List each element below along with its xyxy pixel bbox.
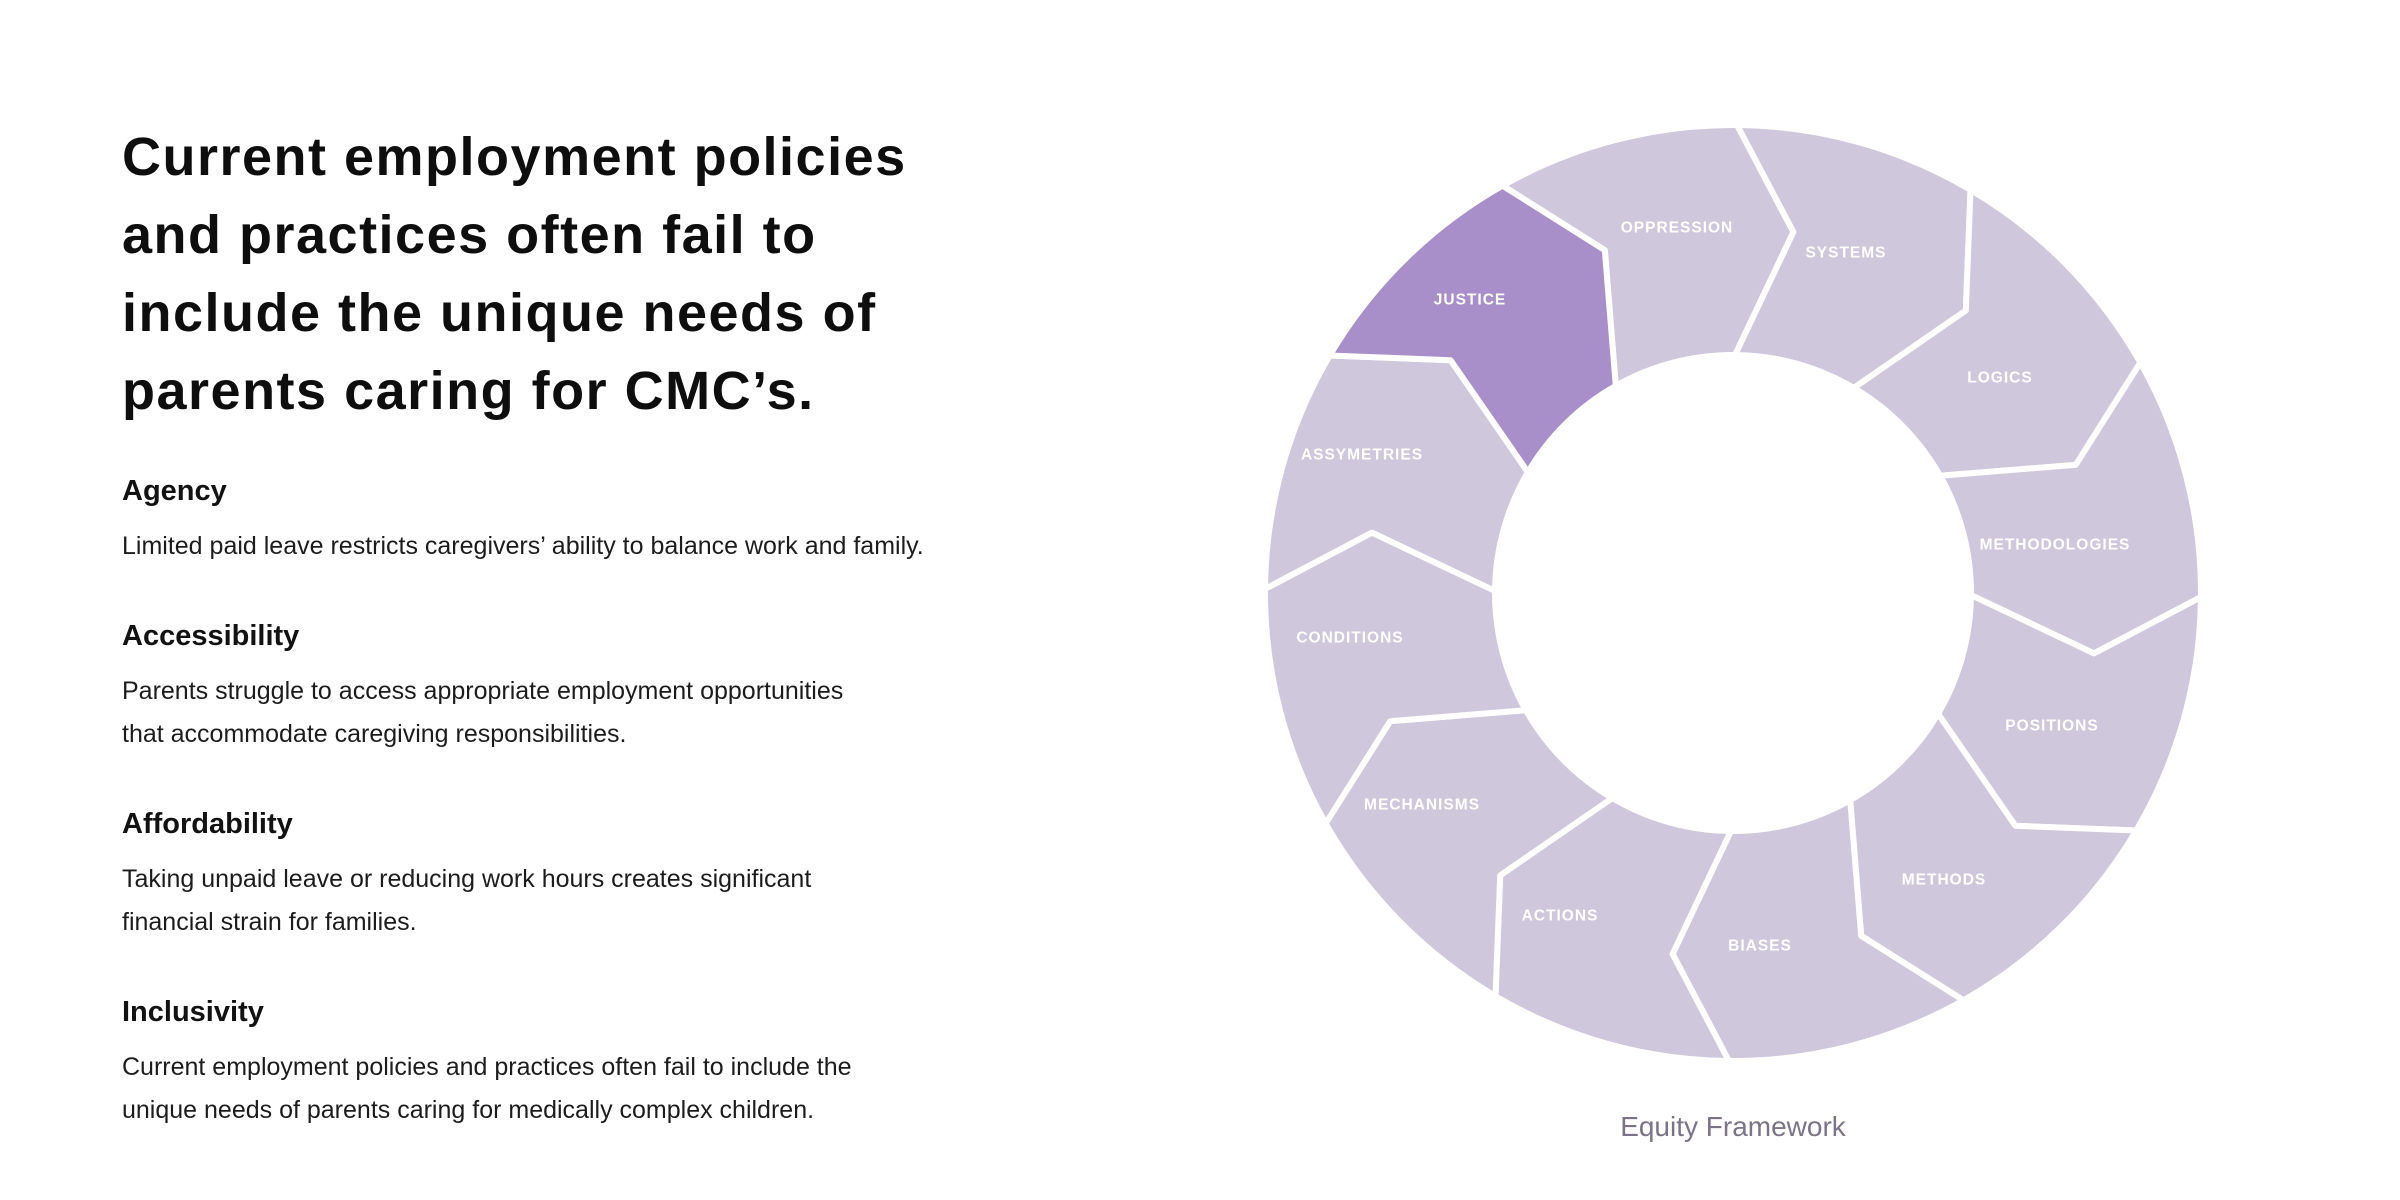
section-body: Parents struggle to access appropriate e… <box>122 677 844 748</box>
section-body: Limited paid leave restricts caregivers’… <box>122 532 924 560</box>
slide-title: Current employment policies and practice… <box>122 127 907 421</box>
section-inclusivity: Inclusivity Current employment policies … <box>122 994 1132 1132</box>
wheel-segment-justice <box>1326 182 1619 476</box>
diagram-caption: Equity Framework <box>1620 1111 1846 1142</box>
section-accessibility: Accessibility Parents struggle to access… <box>122 618 1132 756</box>
section-body: Current employment policies and practice… <box>122 1053 852 1124</box>
section-title: Agency <box>122 475 227 507</box>
wheel-segment-label: POSITIONS <box>2005 718 2098 735</box>
wheel-segment-label: SYSTEMS <box>1805 245 1886 262</box>
text-panel: Current employment policies and practice… <box>122 118 1132 1132</box>
wheel-segment-label: BIASES <box>1728 938 1792 955</box>
section-affordability: Affordability Taking unpaid leave or red… <box>122 806 1132 944</box>
section-title: Accessibility <box>122 620 300 652</box>
wheel-segment-label: CONDITIONS <box>1296 630 1403 647</box>
wheel-segment-label: METHODOLOGIES <box>1980 537 2131 554</box>
section-agency: Agency Limited paid leave restricts care… <box>122 473 1132 568</box>
wheel-segment-label: JUSTICE <box>1434 292 1506 309</box>
wheel-segment-label: METHODS <box>1902 872 1987 889</box>
wheel-segment-label: ACTIONS <box>1522 908 1599 925</box>
section-body: Taking unpaid leave or reducing work hou… <box>122 865 812 936</box>
wheel-segment-label: MECHANISMS <box>1364 797 1480 814</box>
wheel-segment-label: ASSYMETRIES <box>1301 447 1423 464</box>
section-title: Affordability <box>122 808 293 840</box>
wheel-segment-label: LOGICS <box>1967 370 2032 387</box>
wheel-segment-label: OPPRESSION <box>1621 220 1734 237</box>
section-title: Inclusivity <box>122 996 264 1028</box>
